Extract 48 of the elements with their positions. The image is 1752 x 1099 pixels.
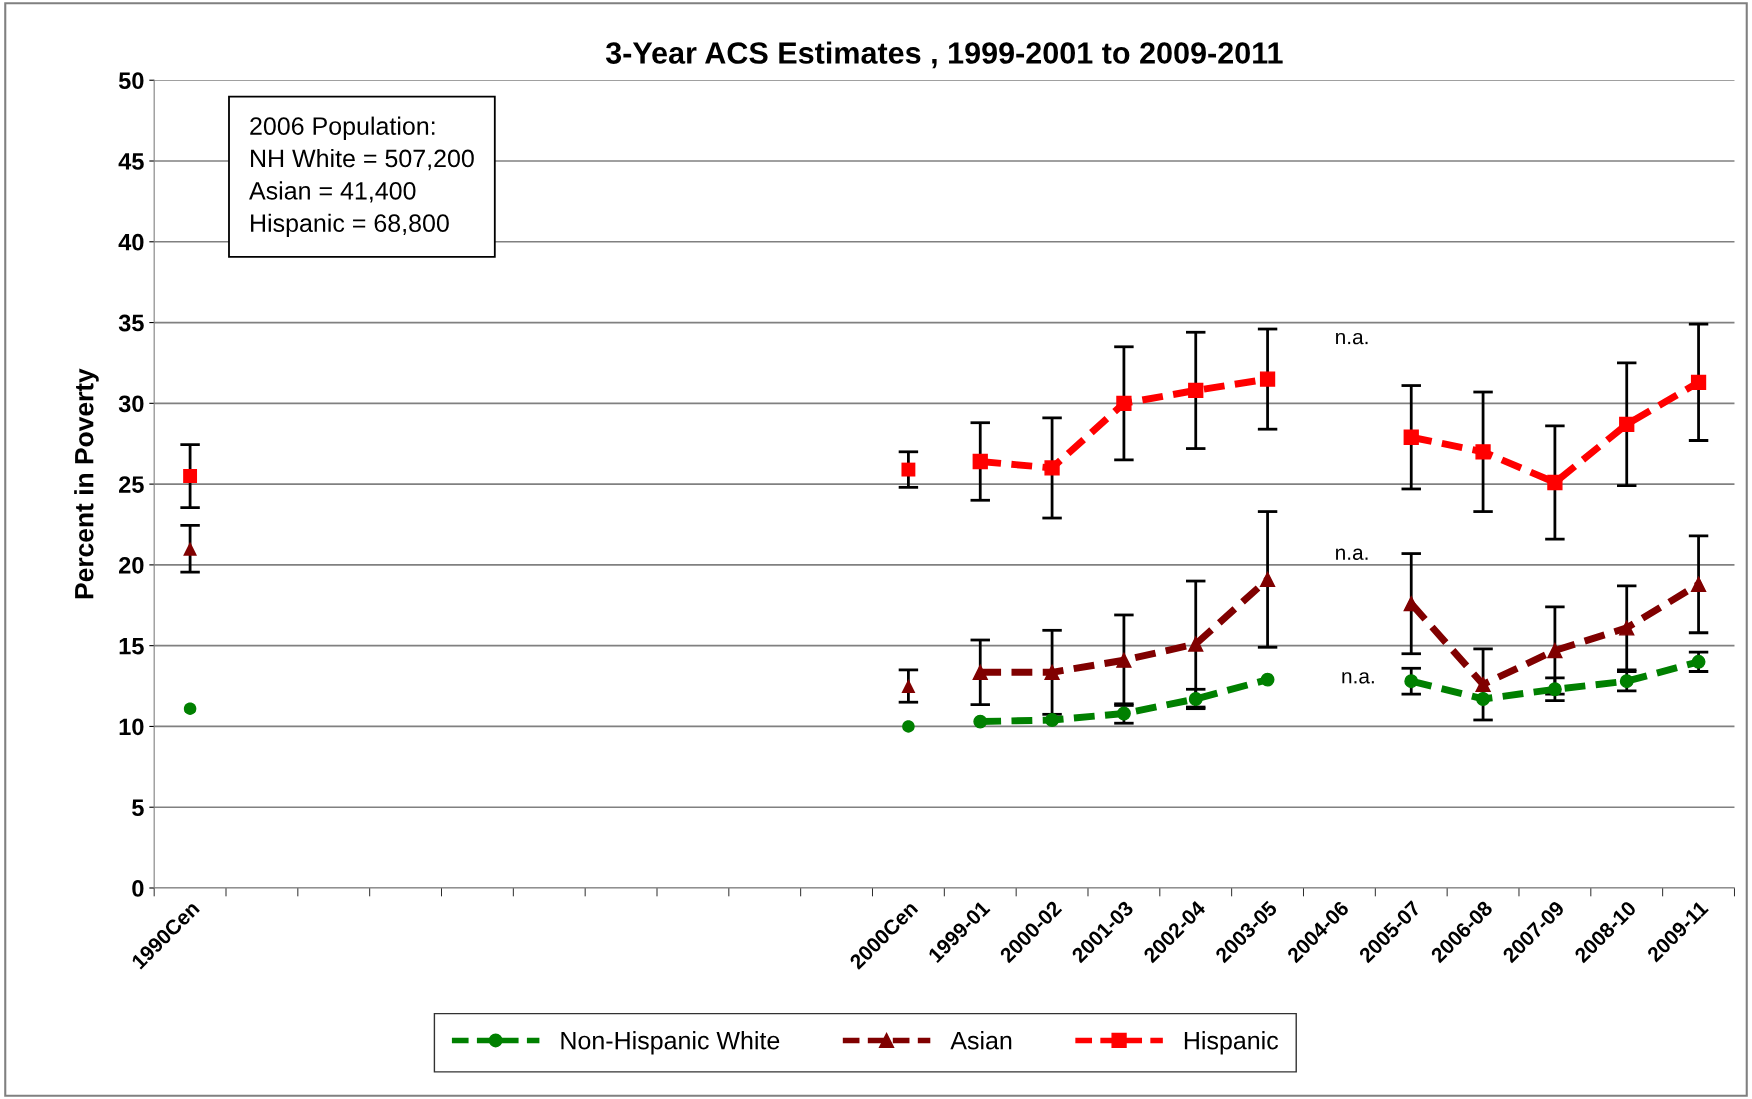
- point: [1045, 713, 1060, 727]
- point: [972, 453, 988, 470]
- chart-title: 3-Year ACS Estimates , 1999-2001 to 2009-2011: [605, 41, 1283, 69]
- point: [972, 664, 988, 680]
- point: [1476, 692, 1491, 706]
- point: [1404, 674, 1419, 689]
- legend-label: Hispanic: [1184, 1031, 1279, 1055]
- annotation: n.a.: [1336, 332, 1368, 345]
- y-tick-label: 20: [119, 556, 144, 574]
- point: [183, 702, 197, 715]
- y-tick-label: 0: [132, 880, 144, 897]
- annotation: 2006 Population: NH White = 507,200 Asian = 41,400 Hispanic = 68,800: [249, 116, 474, 237]
- point: [183, 541, 198, 556]
- y-tick-label: 30: [118, 395, 144, 413]
- legend-label: Non-Hispanic White: [561, 1031, 780, 1055]
- y-tick-label: 50: [118, 72, 144, 90]
- annotation: n.a.: [1342, 672, 1374, 684]
- point: [1188, 636, 1204, 652]
- point: [183, 469, 198, 483]
- point: [1690, 374, 1707, 390]
- y-axis-title: Percent in Poverty: [74, 368, 99, 599]
- y-tick-label: 45: [118, 153, 144, 170]
- point: [1619, 620, 1635, 636]
- y-tick-label: 35: [118, 314, 144, 332]
- point: [1547, 642, 1563, 659]
- point: [1547, 474, 1563, 491]
- y-tick-label: 40: [118, 233, 144, 251]
- point: [1475, 444, 1491, 460]
- point: [1403, 429, 1419, 445]
- annotation: n.a.: [1336, 548, 1368, 560]
- point: [1188, 382, 1204, 399]
- y-tick-label: 10: [119, 718, 144, 736]
- point: [1259, 371, 1276, 387]
- point: [1044, 460, 1060, 476]
- y-tick-label: 5: [132, 799, 144, 816]
- point: [1260, 672, 1275, 687]
- point: [1116, 395, 1132, 411]
- legend-label: Asian: [950, 1031, 1012, 1050]
- point: [1547, 682, 1562, 697]
- point: [1690, 576, 1707, 592]
- point: [1044, 664, 1060, 680]
- point: [973, 714, 988, 729]
- y-tick-label: 15: [119, 637, 144, 655]
- point: [1619, 416, 1635, 432]
- point: [1259, 571, 1276, 588]
- y-tick-label: 25: [119, 476, 144, 493]
- point: [1116, 652, 1132, 668]
- point: [1475, 676, 1491, 693]
